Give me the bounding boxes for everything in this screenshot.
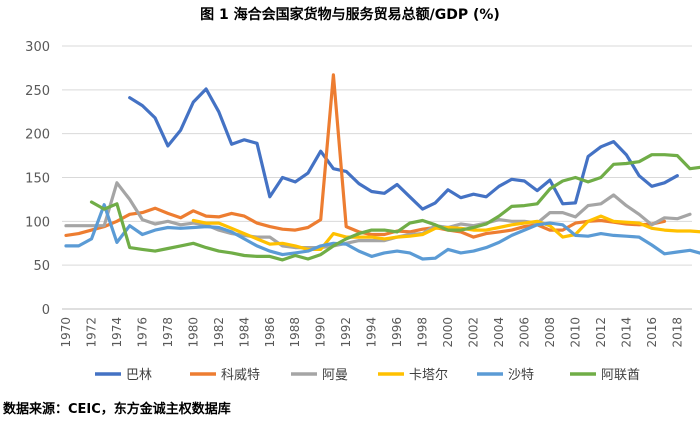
series-line-4 — [191, 214, 700, 251]
legend-item-5: 沙特 — [477, 368, 534, 383]
legend-item-3: 阿曼 — [291, 368, 348, 383]
x-tick-label: 1980 — [186, 317, 200, 348]
legend-label: 沙特 — [508, 368, 534, 383]
x-tick-label: 1982 — [212, 317, 226, 348]
x-tick-label: 2006 — [517, 317, 531, 348]
legend-label: 阿曼 — [322, 368, 348, 383]
series-lines — [64, 73, 700, 262]
legend-item-1: 巴林 — [95, 368, 152, 383]
x-tick-label: 1972 — [84, 317, 98, 348]
series-line-5 — [64, 203, 700, 261]
y-tick-label: 0 — [42, 303, 50, 318]
x-tick-label: 2008 — [543, 317, 557, 348]
x-tick-label: 2000 — [441, 317, 455, 348]
x-tick-label: 2016 — [645, 317, 659, 348]
legend-label: 卡塔尔 — [409, 368, 448, 383]
x-tick-label: 1996 — [390, 317, 404, 348]
series-line-6 — [89, 153, 700, 262]
y-tick-label: 150 — [25, 172, 50, 187]
x-tick-label: 2010 — [568, 317, 582, 348]
source-note: 数据来源：CEIC，东方金诚主权数据库 — [3, 402, 231, 417]
x-tick-label: 1994 — [365, 317, 379, 348]
x-tick-label: 1974 — [110, 317, 124, 348]
chart-title: 图 1 海合会国家货物与服务贸易总额/GDP (%) — [200, 7, 500, 23]
legend-item-6: 阿联酋 — [570, 367, 640, 383]
series-line-1 — [128, 87, 679, 211]
legend-label: 阿联酋 — [601, 367, 640, 383]
x-tick-label: 1986 — [263, 317, 277, 348]
y-tick-label: 100 — [25, 215, 50, 230]
legend-label: 巴林 — [126, 368, 152, 383]
x-tick-label: 2004 — [492, 317, 506, 348]
y-axis-ticks: 0 50 100 150 200 250 300 — [25, 40, 50, 318]
x-tick-label: 1998 — [416, 317, 430, 348]
x-tick-label: 2014 — [619, 317, 633, 348]
x-tick-label: 1970 — [59, 317, 73, 348]
y-tick-label: 200 — [25, 128, 50, 143]
y-tick-label: 300 — [25, 40, 50, 55]
y-tick-label: 250 — [25, 84, 50, 99]
legend-item-2: 科威特 — [190, 368, 260, 383]
legend-item-4: 卡塔尔 — [378, 368, 448, 383]
legend: 巴林 科威特 阿曼 卡塔尔 沙特 阿联酋 — [95, 367, 640, 383]
series-line-2 — [64, 73, 667, 239]
x-tick-label: 1976 — [135, 317, 149, 348]
x-tick-label: 1990 — [314, 317, 328, 348]
x-tick-label: 1978 — [161, 317, 175, 348]
y-tick-label: 50 — [33, 259, 50, 274]
x-tick-label: 1992 — [339, 317, 353, 348]
legend-label: 科威特 — [221, 368, 260, 383]
x-tick-label: 1988 — [288, 317, 302, 348]
x-tick-label: 2012 — [594, 317, 608, 348]
x-tick-label: 1984 — [237, 317, 251, 348]
x-tick-label: 2018 — [670, 317, 684, 348]
x-axis: 1970 1972 1974 1976 1978 1980 1982 1984 1986 1988… — [59, 308, 692, 348]
gridlines — [62, 45, 692, 266]
series-line-3 — [64, 181, 692, 250]
x-tick-label: 2002 — [467, 317, 481, 348]
